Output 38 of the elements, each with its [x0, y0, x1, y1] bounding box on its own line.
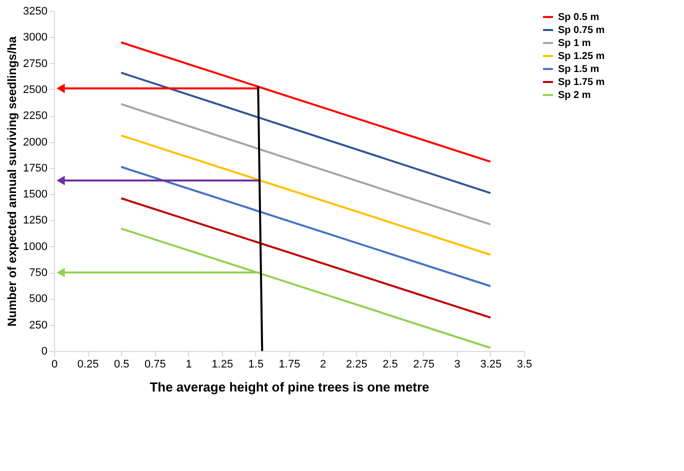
x-tick-label: 3: [454, 358, 460, 370]
x-tick-label: 0: [51, 358, 58, 370]
legend-label: Sp 0.5 m: [558, 12, 600, 23]
y-tick-label: 1750: [23, 162, 48, 174]
legend-label: Sp 1.75 m: [558, 77, 605, 88]
x-tick-label: 3.25: [480, 358, 502, 370]
legend-label: Sp 2 m: [558, 90, 591, 101]
y-tick-label: 500: [29, 293, 48, 306]
x-tick-label: 0.25: [77, 358, 99, 370]
x-tick-label: 1: [186, 358, 192, 370]
y-tick-label: 250: [29, 319, 48, 332]
x-tick-label: 0.5: [114, 358, 130, 370]
x-axis-title: The average height of pine trees is one metre: [150, 380, 430, 394]
y-tick-label: 1000: [23, 240, 48, 253]
legend-label: Sp 0.75 m: [558, 25, 605, 36]
x-tick-label: 0.75: [144, 358, 166, 370]
y-tick-label: 0: [41, 346, 48, 358]
x-tick-label: 1.75: [278, 358, 300, 370]
x-tick-label: 1.5: [248, 358, 264, 370]
x-tick-label: 2.75: [413, 358, 434, 370]
y-tick-label: 3250: [23, 6, 48, 18]
y-tick-label: 2250: [23, 110, 48, 122]
y-tick-label: 2000: [23, 136, 48, 148]
y-tick-label: 750: [29, 267, 48, 280]
x-tick-label: 1.25: [212, 358, 234, 370]
y-tick-label: 3000: [23, 32, 48, 44]
y-axis-title: Number of expected annual surviving seedlings/ha: [5, 36, 20, 327]
y-tick-label: 1500: [23, 188, 48, 201]
x-tick-label: 2: [320, 358, 326, 370]
y-tick-label: 1250: [23, 214, 48, 227]
y-tick-label: 2750: [23, 58, 48, 70]
legend-label: Sp 1 m: [558, 38, 591, 49]
y-tick-label: 2500: [23, 84, 48, 96]
x-tick-label: 2.5: [382, 358, 398, 370]
x-tick-label: 3.5: [516, 358, 532, 370]
legend-label: Sp 1.25 m: [558, 51, 605, 62]
legend-label: Sp 1.5 m: [558, 64, 600, 75]
x-tick-label: 2.25: [346, 358, 368, 370]
